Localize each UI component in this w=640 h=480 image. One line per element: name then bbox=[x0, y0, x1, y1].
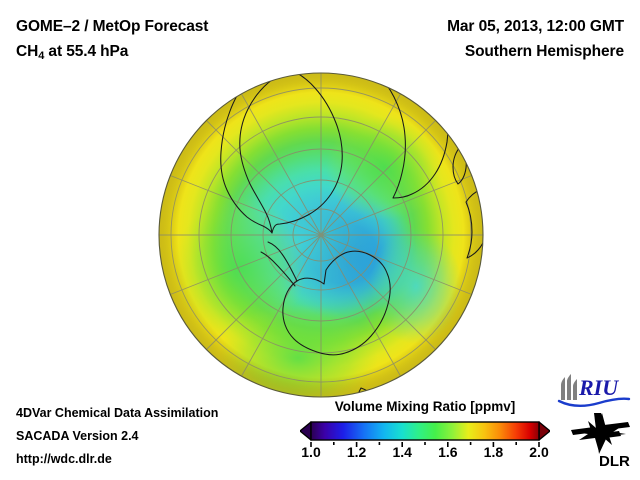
colorbar-tick-marks bbox=[310, 442, 540, 447]
globe-map bbox=[148, 72, 496, 398]
software-version-label: SACADA Version 2.4 bbox=[16, 429, 139, 443]
globe-limb-outline bbox=[158, 72, 484, 398]
riu-tower-icon bbox=[561, 374, 577, 400]
colorbar-tick-1: 1.2 bbox=[346, 444, 367, 460]
colorbar: Volume Mixing Ratio [ppmv] bbox=[300, 398, 550, 464]
website-url[interactable]: http://wdc.dlr.de bbox=[16, 452, 112, 466]
coastline-australia bbox=[465, 189, 483, 259]
coastline-peninsula-west bbox=[260, 251, 296, 287]
colorbar-extend-high bbox=[538, 421, 550, 441]
species-prefix: CH bbox=[16, 43, 39, 60]
riu-wave-icon bbox=[557, 397, 631, 407]
dlr-mark-icon bbox=[571, 413, 630, 454]
colorbar-tick-4: 1.8 bbox=[483, 444, 504, 460]
assimilation-method-label: 4DVar Chemical Data Assimilation bbox=[16, 406, 219, 420]
footer-credits: 4DVar Chemical Data Assimilation SACADA … bbox=[16, 402, 218, 471]
riu-logo: RIU bbox=[557, 374, 631, 408]
species-subscript: 4 bbox=[38, 50, 45, 62]
header-right-block: Mar 05, 2013, 12:00 GMT Southern Hemisph… bbox=[447, 14, 624, 64]
coastline-south-america-east bbox=[271, 73, 343, 234]
coastline-antarctic-peninsula bbox=[267, 241, 298, 282]
instrument-title: GOME–2 / MetOp Forecast bbox=[16, 18, 209, 35]
colorbar-graphic bbox=[300, 419, 550, 443]
species-suffix: at 55.4 hPa bbox=[44, 43, 129, 60]
species-altitude-title: CH4 at 55.4 hPa bbox=[16, 39, 208, 69]
dlr-wordmark: DLR bbox=[599, 453, 630, 470]
coastline-new-zealand bbox=[202, 363, 222, 379]
riu-wordmark: RIU bbox=[578, 375, 619, 400]
coastline-new-zealand-south bbox=[190, 356, 208, 367]
colorbar-tick-2: 1.4 bbox=[392, 444, 412, 460]
coastline-antarctica bbox=[282, 250, 391, 356]
colorbar-title: Volume Mixing Ratio [ppmv] bbox=[334, 399, 516, 414]
colorbar-tick-3: 1.6 bbox=[438, 444, 458, 460]
datetime-label: Mar 05, 2013, 12:00 GMT bbox=[447, 18, 624, 35]
colorbar-tick-labels: 1.0 1.2 1.4 1.6 1.8 2.0 bbox=[300, 442, 550, 464]
region-label: Southern Hemisphere bbox=[464, 43, 624, 60]
globe-data-layer bbox=[159, 73, 483, 397]
dlr-logo: DLR bbox=[566, 412, 632, 470]
header-left-block: GOME–2 / MetOp Forecast CH4 at 55.4 hPa bbox=[16, 14, 208, 69]
graticule bbox=[159, 73, 483, 397]
colorbar-tick-0: 1.0 bbox=[301, 444, 321, 460]
meridians bbox=[159, 73, 483, 397]
colorbar-extend-low bbox=[300, 421, 312, 441]
colorbar-ramp bbox=[310, 421, 540, 441]
colorbar-tick-5: 2.0 bbox=[529, 444, 549, 460]
